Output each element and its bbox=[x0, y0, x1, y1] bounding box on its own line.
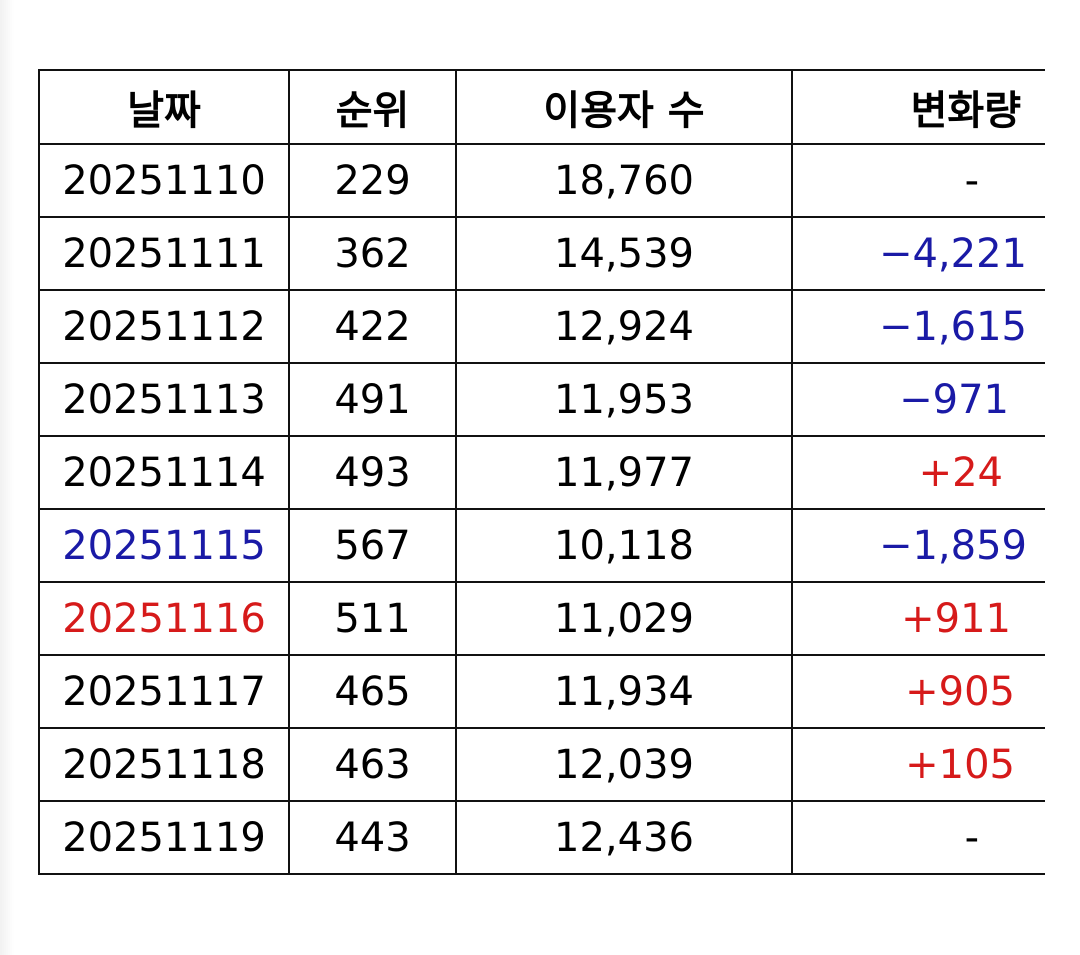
cell-change: - bbox=[791, 143, 1045, 218]
cell-change: −1,615 bbox=[791, 289, 1045, 364]
cell-rank: 463 bbox=[288, 727, 457, 802]
cell-rank: 511 bbox=[288, 581, 457, 656]
cell-users: 11,977 bbox=[455, 435, 793, 510]
header-date: 날짜 bbox=[38, 69, 290, 145]
cell-date: 20251113 bbox=[38, 362, 290, 437]
cell-users: 14,539 bbox=[455, 216, 793, 291]
cell-rank: 567 bbox=[288, 508, 457, 583]
cell-rank: 362 bbox=[288, 216, 457, 291]
cell-users: 11,029 bbox=[455, 581, 793, 656]
cell-change: +911 bbox=[791, 581, 1045, 656]
cell-users: 12,924 bbox=[455, 289, 793, 364]
header-users: 이용자 수 bbox=[455, 69, 793, 145]
cell-change: −4,221 bbox=[791, 216, 1045, 291]
cell-rank: 465 bbox=[288, 654, 457, 729]
cell-date: 20251117 bbox=[38, 654, 290, 729]
user-stats-table: 날짜 순위 이용자 수 변화량 20251110 229 18,760 - 20… bbox=[38, 69, 1045, 875]
table-row: 20251119 443 12,436 - bbox=[38, 800, 1045, 875]
header-rank: 순위 bbox=[288, 69, 457, 145]
table-row: 20251111 362 14,539 −4,221 bbox=[38, 216, 1045, 291]
table-row: 20251117 465 11,934 +905 bbox=[38, 654, 1045, 729]
header-row: 날짜 순위 이용자 수 변화량 bbox=[38, 69, 1045, 145]
cell-users: 18,760 bbox=[455, 143, 793, 218]
table-row: 20251113 491 11,953 −971 bbox=[38, 362, 1045, 437]
cell-date: 20251111 bbox=[38, 216, 290, 291]
cell-date: 20251119 bbox=[38, 800, 290, 875]
cell-rank: 229 bbox=[288, 143, 457, 218]
cell-change: +105 bbox=[791, 727, 1045, 802]
cell-change: −971 bbox=[791, 362, 1045, 437]
table-row: 20251116 511 11,029 +911 bbox=[38, 581, 1045, 656]
cell-date: 20251114 bbox=[38, 435, 290, 510]
cell-date: 20251115 bbox=[38, 508, 290, 583]
cell-date: 20251112 bbox=[38, 289, 290, 364]
left-edge-shadow bbox=[0, 0, 14, 955]
cell-rank: 443 bbox=[288, 800, 457, 875]
cell-change: +905 bbox=[791, 654, 1045, 729]
table-row: 20251114 493 11,977 +24 bbox=[38, 435, 1045, 510]
cell-users: 11,934 bbox=[455, 654, 793, 729]
table-row: 20251112 422 12,924 −1,615 bbox=[38, 289, 1045, 364]
cell-rank: 493 bbox=[288, 435, 457, 510]
cell-rank: 422 bbox=[288, 289, 457, 364]
table-row: 20251115 567 10,118 −1,859 bbox=[38, 508, 1045, 583]
table-row: 20251118 463 12,039 +105 bbox=[38, 727, 1045, 802]
cell-users: 10,118 bbox=[455, 508, 793, 583]
cell-change: - bbox=[791, 800, 1045, 875]
cell-rank: 491 bbox=[288, 362, 457, 437]
cell-users: 12,436 bbox=[455, 800, 793, 875]
cell-users: 12,039 bbox=[455, 727, 793, 802]
cell-change: +24 bbox=[791, 435, 1045, 510]
cell-date: 20251118 bbox=[38, 727, 290, 802]
cell-users: 11,953 bbox=[455, 362, 793, 437]
cell-date: 20251110 bbox=[38, 143, 290, 218]
cell-change: −1,859 bbox=[791, 508, 1045, 583]
cell-date: 20251116 bbox=[38, 581, 290, 656]
table-row: 20251110 229 18,760 - bbox=[38, 143, 1045, 218]
header-change: 변화량 bbox=[791, 69, 1045, 145]
